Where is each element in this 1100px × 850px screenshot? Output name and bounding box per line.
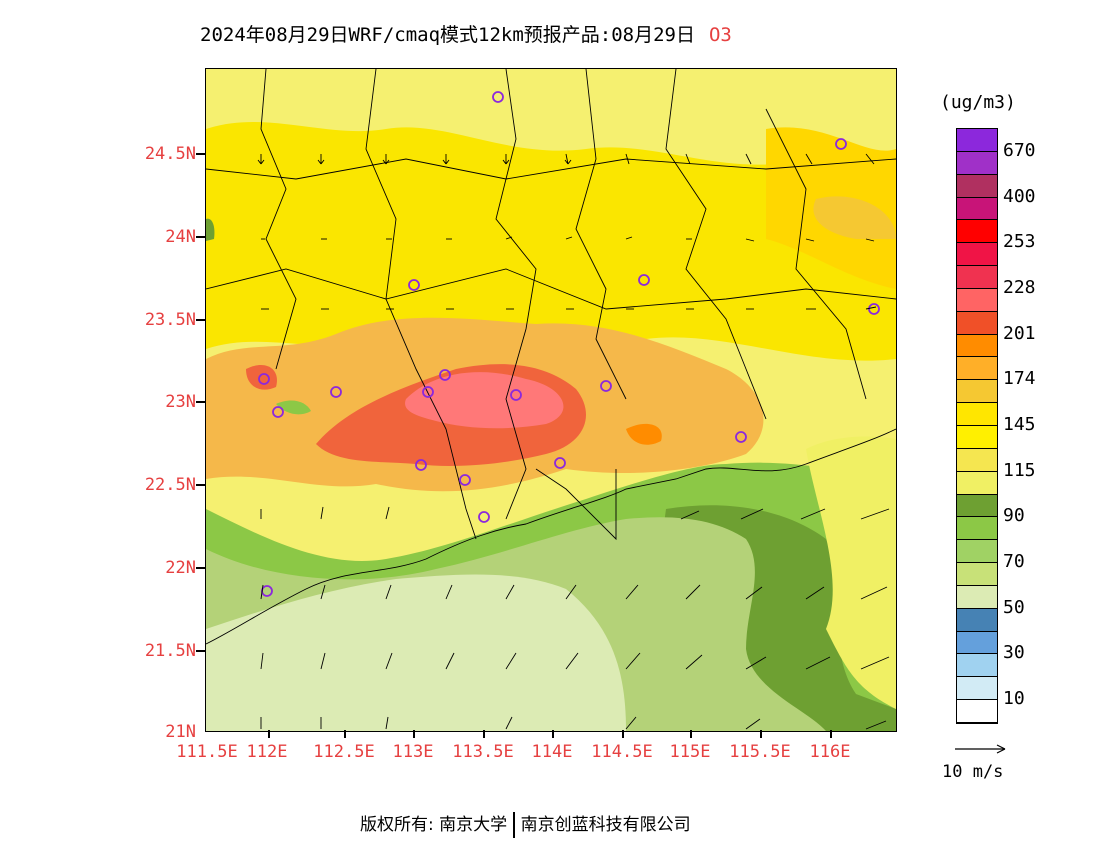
colorbar-label: 670 [1003,139,1036,161]
colorbar-cell [957,220,997,244]
lon-label-112e: 112E [246,742,288,762]
lon-label-114-5e: 114.5E [591,742,653,762]
lon-tick [268,730,270,738]
lat-tick [196,153,205,155]
spot-green-edge [206,218,215,241]
colorbar-label: 90 [1003,505,1025,527]
colorbar-label: 30 [1003,642,1025,664]
lon-tick [830,730,832,738]
lat-label-24n: 24N [165,227,196,247]
boundaries [206,69,896,645]
lat-label-22-5n: 22.5N [144,475,196,495]
colorbar-cell [957,631,997,655]
copyright-left: 版权所有: 南京大学 [360,815,508,835]
lon-label-113-5e: 113.5E [452,742,514,762]
colorbar-cell [957,494,997,518]
colorbar-cell [957,608,997,632]
colorbar-label: 228 [1003,276,1036,298]
colorbar-label: 400 [1003,185,1036,207]
lon-label-114e: 114E [531,742,573,762]
colorbar-cell [957,471,997,495]
east-yellow [806,436,896,709]
lat-label-22n: 22N [165,558,196,578]
vector-reference-label: 10 m/s [942,762,1004,782]
lon-label-112-5e: 112.5E [313,742,375,762]
zone-201-east [626,423,662,445]
zone-228 [405,372,564,429]
colorbar-cell [957,540,997,564]
lat-tick [196,650,205,652]
footer-separator [513,812,515,838]
map-canvas [206,69,896,731]
lat-label-23-5n: 23.5N [144,310,196,330]
colorbar-cell [957,403,997,426]
colorbar-cell [957,266,997,289]
colorbar-cell [957,563,997,586]
species-label: O3 [708,24,732,46]
colorbar-label: 174 [1003,368,1036,390]
colorbar-cell [957,151,997,175]
lat-tick [196,567,205,569]
colorbar-cell [957,700,997,723]
lon-tick [413,730,415,738]
colorbar-cell [957,517,997,541]
colorbar-cell [957,288,997,312]
colorbar-cell [957,197,997,221]
band-145 [206,121,896,361]
lat-label-21-5n: 21.5N [144,641,196,661]
lon-tick [552,730,554,738]
colorbar-cell [957,243,997,267]
lon-label-115-5e: 115.5E [729,742,791,762]
colorbar-cell [957,357,997,381]
colorbar-label: 253 [1003,231,1036,253]
colorbar-label: 70 [1003,551,1025,573]
lat-tick [196,236,205,238]
spot-90 [276,400,311,415]
lon-tick [483,730,485,738]
colorbar-cell [957,426,997,449]
lon-label-113e: 113E [392,742,434,762]
colorbar-cell [957,311,997,335]
colorbar-label: 201 [1003,322,1036,344]
lat-label-21n: 21N [165,722,196,742]
lat-label-24-5n: 24.5N [144,144,196,164]
colorbar-cell [957,654,997,678]
lat-tick [196,319,205,321]
lat-tick [196,484,205,486]
colorbar-cell [957,448,997,472]
lon-tick [622,730,624,738]
colorbar-label: 115 [1003,459,1036,481]
title-text: 2024年08月29日WRF/cmaq模式12km预报产品:08月29日 [200,24,695,46]
colorbar-label: 10 [1003,688,1025,710]
lon-label-116e: 116E [809,742,851,762]
map-title: 2024年08月29日WRF/cmaq模式12km预报产品:08月29日 O3 [200,20,732,47]
lon-tick [690,730,692,738]
colorbar [956,128,998,724]
colorbar-label: 145 [1003,414,1036,435]
lat-tick [196,401,205,403]
zone-201-west [246,365,277,390]
lon-tick [344,730,346,738]
wind-vectors [257,153,890,730]
colorbar-cell [957,334,997,358]
colorbar-unit: (ug/m3) [940,92,1016,113]
station-markers [258,91,880,597]
copyright-right: 南京创蓝科技有限公司 [520,815,691,835]
lat-label-23n: 23N [165,392,196,412]
colorbar-cell [957,380,997,404]
sea-50 [206,574,626,731]
colorbar-cell [957,129,997,152]
lon-label-115e: 115E [669,742,711,762]
lon-label-111-5e: 111.5E [176,742,238,762]
band-174-east [813,196,896,239]
colorbar-label: 50 [1003,596,1025,618]
copyright-footer: 版权所有: 南京大学 南京创蓝科技有限公司 [360,810,691,838]
colorbar-cell [957,585,997,609]
lon-tick [760,730,762,738]
colorbar-cell [957,677,997,701]
vector-reference-arrow [955,744,1006,754]
colorbar-cell [957,174,997,198]
concentration-map [205,68,897,732]
